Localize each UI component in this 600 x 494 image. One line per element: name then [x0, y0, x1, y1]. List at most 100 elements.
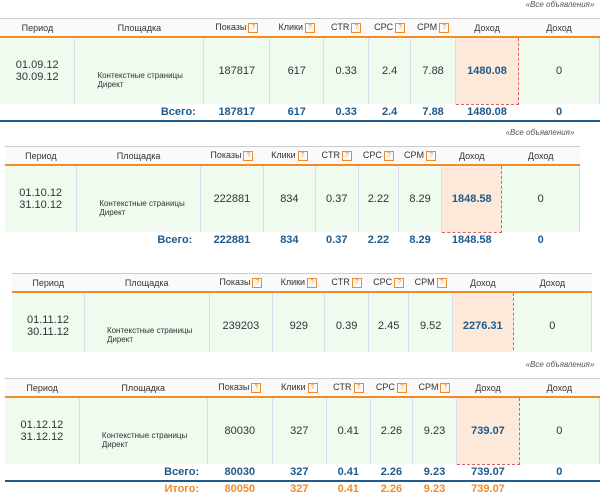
grand-cell: 327 — [272, 480, 327, 494]
report-block: Период Площадка Показы? Клики? CTR? CPC? CPM? Д… — [12, 255, 592, 352]
total-cell: 80030 — [207, 464, 273, 482]
total-cell: 1848.58 — [441, 232, 502, 248]
column-header: Доход — [456, 378, 520, 398]
value-cell: 834 — [263, 165, 316, 232]
column-header: Доход — [455, 18, 519, 38]
column-header: CPC? — [370, 378, 413, 398]
note-area — [12, 255, 592, 273]
header-text: Площадка — [124, 277, 169, 288]
column-header: Период — [12, 273, 85, 293]
header-row: Период Площадка Показы? Клики? CTR? CPC? CPM? Д… — [5, 146, 580, 166]
all-ads-note: «Все объявления» — [525, 360, 595, 369]
grand-cell: 9.23 — [412, 480, 457, 494]
platform-line: Контекстные страницы — [101, 431, 188, 440]
column-header: Показы? — [203, 18, 270, 38]
grand-label: Итого: — [79, 480, 208, 494]
period-cell: 01.12.12 31.12.12 — [5, 397, 80, 464]
header-text: Период — [26, 382, 58, 393]
help-icon[interactable]: ? — [439, 22, 450, 33]
help-icon[interactable]: ? — [252, 277, 263, 288]
header-text: CPC — [375, 382, 395, 393]
help-icon[interactable]: ? — [307, 277, 318, 288]
column-header: Клики? — [272, 273, 325, 293]
data-row: 01.12.12 31.12.12 Контекстные страницы Дире… — [5, 396, 600, 465]
header-text: CTR — [331, 277, 350, 288]
help-icon[interactable]: ? — [440, 382, 451, 393]
value-cell: 2.4 — [368, 37, 412, 104]
help-icon[interactable]: ? — [394, 277, 405, 288]
total-cell: 0.41 — [326, 464, 371, 482]
help-icon[interactable]: ? — [436, 277, 447, 288]
column-header: Клики? — [269, 18, 324, 38]
report-block: «Все объявления» Период Площадка Показы? Кли… — [5, 360, 600, 494]
grand-cell: 2.4 — [368, 120, 411, 124]
total-cell: 0 — [518, 104, 600, 122]
header-text: Площадка — [116, 150, 161, 161]
help-icon[interactable]: ? — [353, 382, 364, 393]
header-text: CPC — [373, 277, 393, 288]
total-cell: 2.26 — [370, 464, 413, 482]
spacer — [5, 464, 80, 482]
help-icon[interactable]: ? — [351, 277, 362, 288]
header-row: Период Площадка Показы? Клики? CTR? CPC? CPM? Д… — [5, 378, 600, 398]
value-cell: 2.22 — [358, 165, 400, 232]
help-icon[interactable]: ? — [307, 382, 318, 393]
column-header: Доход — [513, 273, 592, 293]
help-icon[interactable]: ? — [383, 150, 394, 161]
period-cell: 01.10.12 31.10.12 — [5, 165, 78, 232]
help-icon[interactable]: ? — [396, 382, 407, 393]
help-icon[interactable]: ? — [395, 22, 406, 33]
column-header: CPC? — [368, 18, 411, 38]
header-text: Площадка — [117, 22, 162, 33]
total-row: Всего: 80030 327 0.41 2.26 9.23 739.07 0 — [5, 464, 600, 482]
column-header: Доход — [441, 146, 502, 166]
help-icon[interactable]: ? — [243, 150, 254, 161]
total-label: Всего: — [74, 104, 204, 122]
value-cell: 0.41 — [326, 397, 372, 464]
grand-cell: 0.33 — [323, 120, 369, 124]
header-text: Доход — [546, 22, 572, 33]
total-cell: 8.29 — [398, 232, 442, 248]
total-cell: 2.4 — [368, 104, 411, 122]
column-header: Период — [5, 378, 80, 398]
help-icon[interactable]: ? — [248, 22, 259, 33]
period-cell: 01.09.12 30.09.12 — [0, 37, 76, 104]
column-header: CTR? — [323, 18, 369, 38]
total-cell: 617 — [269, 104, 324, 122]
value-cell: 0.39 — [324, 292, 369, 352]
total-cell: 7.88 — [410, 104, 456, 122]
value-cell: 2276.31 — [451, 291, 514, 352]
grand-label: Итого: — [74, 120, 204, 124]
value-cell: 222881 — [200, 165, 265, 232]
header-text: CPM — [418, 382, 439, 393]
platform-line: Директ — [101, 440, 128, 449]
column-header: Доход — [452, 273, 514, 293]
help-icon[interactable]: ? — [426, 150, 437, 161]
spacer — [518, 120, 600, 124]
help-icon[interactable]: ? — [304, 22, 315, 33]
total-cell: 327 — [272, 464, 327, 482]
column-header: Доход — [501, 146, 580, 166]
header-text: CPC — [362, 150, 382, 161]
header-text: Доход — [474, 22, 500, 33]
grand-cell: 2.26 — [370, 480, 413, 494]
column-header: Период — [5, 146, 77, 166]
total-cell: 834 — [263, 232, 316, 248]
total-cell: 739.07 — [456, 464, 520, 482]
header-text: CTR — [330, 22, 350, 33]
header-text: CPM — [404, 150, 425, 161]
header-text: Клики — [271, 150, 296, 161]
header-text: Показы — [219, 277, 251, 288]
stats-table: Период Площадка Показы? Клики? CTR? CPC? CPM? Д… — [5, 378, 600, 494]
column-header: Доход — [518, 18, 600, 38]
help-icon[interactable]: ? — [297, 150, 308, 161]
value-cell: 239203 — [209, 292, 274, 352]
period-date: 01.12.12 — [20, 419, 64, 431]
column-header: Показы? — [207, 378, 273, 398]
help-icon[interactable]: ? — [251, 382, 262, 393]
help-icon[interactable]: ? — [342, 150, 352, 161]
period-date: 31.12.12 — [20, 431, 64, 443]
help-icon[interactable]: ? — [351, 22, 362, 33]
total-cell: 0.33 — [323, 104, 369, 122]
